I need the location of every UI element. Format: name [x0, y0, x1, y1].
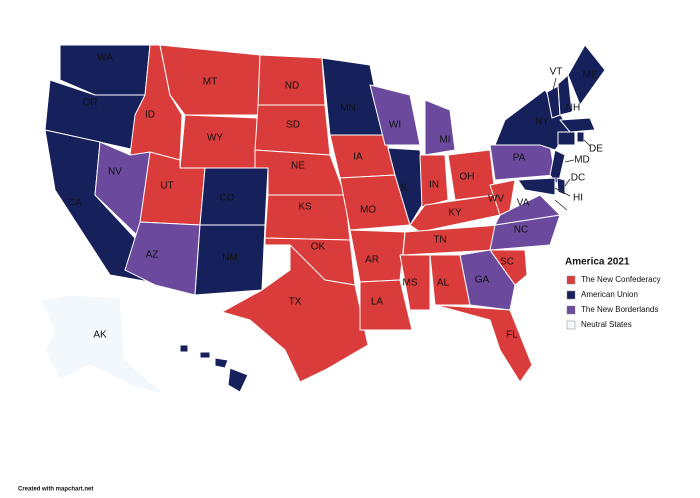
state-shape: [221, 244, 369, 383]
leader-line: [554, 199, 568, 211]
state-label: AR: [365, 255, 379, 266]
state-shape: [489, 179, 516, 216]
state-label: CO: [220, 193, 235, 204]
state-shape: [419, 154, 449, 208]
legend: The New Confederacy American Union The New…: [566, 275, 661, 330]
state-label: NE: [291, 161, 305, 172]
legend-title: America 2021: [565, 257, 630, 268]
state-label: SC: [500, 257, 514, 268]
legend-swatch: [566, 305, 576, 315]
state-shape: [434, 304, 533, 383]
state-label: NV: [108, 167, 122, 178]
leader-line: [554, 187, 571, 197]
state-shape: [399, 254, 431, 311]
state-label: FL: [506, 330, 518, 341]
state-shape: [424, 99, 456, 156]
state-label: HI: [573, 193, 583, 204]
leader-line: [564, 178, 571, 187]
state-shape: [489, 249, 528, 286]
state-label: IN: [429, 180, 439, 191]
state-label: SD: [286, 120, 300, 131]
state-shape: [557, 74, 573, 116]
state-label: MT: [203, 77, 217, 88]
state-label: MI: [439, 135, 450, 146]
state-labels: WA OR CA ID NV MT WY UT AZ CO NM ND SD NE KS OK TX MN IA MO…: [68, 53, 603, 341]
state-label: NH: [566, 103, 580, 114]
state-label: ND: [285, 81, 299, 92]
state-shape: [39, 294, 166, 396]
legend-swatch: [566, 320, 576, 330]
state-shape: [517, 177, 556, 196]
state-label: WA: [97, 53, 113, 64]
state-label: VT: [550, 67, 563, 78]
state-label: UT: [160, 181, 173, 192]
state-label: VA: [517, 198, 530, 209]
state-label: OR: [83, 98, 98, 109]
state-label: DC: [571, 173, 585, 184]
legend-swatch: [566, 290, 576, 300]
state-label: TN: [433, 235, 446, 246]
state-label: IA: [353, 152, 363, 163]
state-label: GA: [475, 275, 490, 286]
state-label: LA: [371, 297, 384, 308]
state-label: NM: [222, 253, 238, 264]
state-label: PA: [513, 153, 526, 164]
state-label: WV: [488, 194, 504, 205]
state-shape: [199, 351, 211, 359]
state-shape: [179, 344, 189, 353]
state-label: AZ: [146, 250, 159, 261]
state-shape: [559, 117, 596, 133]
state-label: NC: [514, 225, 528, 236]
leader-line: [552, 77, 557, 91]
states: [39, 44, 606, 396]
state-shape: [387, 147, 426, 226]
state-shape: [556, 177, 566, 196]
state-label: WI: [389, 120, 401, 131]
legend-label: The New Borderlands: [581, 305, 658, 314]
legend-label: American Union: [581, 290, 638, 299]
legend-label: The New Confederacy: [581, 275, 661, 284]
leader-line: [583, 139, 591, 147]
state-shape: [369, 84, 421, 146]
state-shape: [567, 44, 606, 106]
state-shape: [214, 357, 229, 369]
state-label: TX: [289, 297, 302, 308]
state-shape: [459, 249, 516, 311]
state-label: MD: [574, 155, 590, 166]
leader-line: [564, 159, 575, 163]
state-shape: [359, 279, 413, 331]
state-label: IL: [401, 183, 410, 194]
state-label: WY: [207, 133, 223, 144]
state-label: AK: [93, 330, 107, 341]
state-label: NY: [535, 117, 549, 128]
state-shape: [557, 131, 576, 146]
state-label: KS: [298, 202, 312, 213]
state-label: ID: [145, 110, 155, 121]
state-shape: [576, 131, 585, 143]
state-label: KY: [448, 208, 462, 219]
state-label: AL: [437, 278, 450, 289]
state-shape: [227, 367, 249, 393]
state-shape: [124, 221, 201, 296]
state-label: CA: [68, 198, 82, 209]
legend-swatch: [566, 275, 576, 285]
state-shape: [159, 44, 261, 116]
state-shape: [254, 149, 346, 196]
state-label: MN: [340, 103, 356, 114]
state-label: OK: [311, 242, 326, 253]
state-shape: [494, 194, 561, 226]
state-label: DE: [589, 144, 603, 155]
state-label: MO: [360, 205, 376, 216]
legend-label: Neutral States: [581, 320, 632, 329]
state-label: ME: [583, 70, 598, 81]
state-label: MS: [403, 278, 418, 289]
footer: Created with mapchart.net: [18, 487, 93, 493]
state-label: OH: [460, 172, 475, 183]
